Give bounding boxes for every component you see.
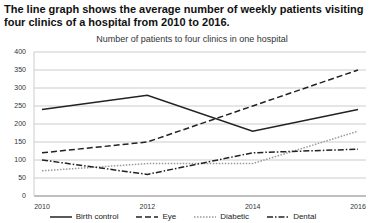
html-text:The line graph shows the avera: The line graph shows the average number … <box>4 3 364 28</box>
svg-text:250: 250 <box>14 102 26 109</box>
svg-text:50: 50 <box>18 174 26 181</box>
svg-text:300: 300 <box>14 84 26 91</box>
svg-text:2010: 2010 <box>34 203 50 210</box>
svg-text:400: 400 <box>14 48 26 55</box>
svg-text:0: 0 <box>22 192 26 199</box>
svg-text:150: 150 <box>14 138 26 145</box>
svg-text:2016: 2016 <box>350 203 366 210</box>
svg-text:200: 200 <box>14 120 26 127</box>
svg-text:100: 100 <box>14 156 26 163</box>
svg-text:2012: 2012 <box>140 203 156 210</box>
html-text:Number of patients to four cli: Number of patients to four clinics in on… <box>96 34 288 44</box>
html-text:Dental: Dental <box>293 212 317 221</box>
html-text:Birth control: Birth control <box>75 212 119 221</box>
svg-text:350: 350 <box>14 66 26 73</box>
html-text:Diabetic: Diabetic <box>220 212 250 221</box>
svg-text:2014: 2014 <box>245 203 261 210</box>
html-text:Eye: Eye <box>162 212 177 221</box>
